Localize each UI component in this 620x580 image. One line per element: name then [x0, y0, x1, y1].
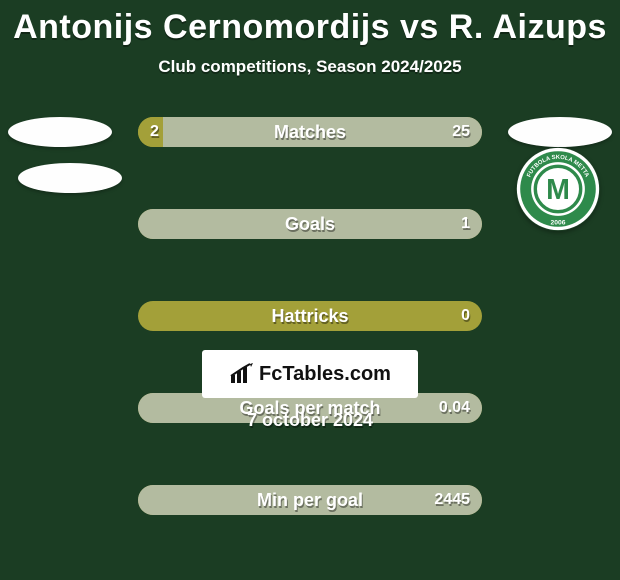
stat-row: Hattricks0 [0, 301, 620, 331]
bar-track [138, 209, 482, 239]
club-badge-right: MFUTBOLA SKOLA METTA2006 [516, 147, 600, 231]
bar-track [138, 485, 482, 515]
bar-left-fill [138, 117, 163, 147]
bar-right-fill [163, 117, 482, 147]
stat-row: Min per goal2445 [0, 485, 620, 515]
subtitle: Club competitions, Season 2024/2025 [0, 57, 620, 77]
svg-text:M: M [546, 174, 570, 206]
bar-right-fill [138, 209, 482, 239]
svg-text:2006: 2006 [551, 219, 566, 226]
fctables-logo: FcTables.com [202, 350, 418, 398]
player-marker-right [508, 117, 612, 147]
bar-track [138, 117, 482, 147]
player-marker-left [8, 117, 112, 147]
page-title: Antonijs Cernomordijs vs R. Aizups [0, 8, 620, 47]
comparison-card: Antonijs Cernomordijs vs R. Aizups Club … [0, 0, 620, 440]
logo-text: FcTables.com [259, 363, 391, 386]
bar-right-fill [138, 485, 482, 515]
stats-area: Matches225Goals1Hattricks0Goals per matc… [0, 117, 620, 331]
player-marker-left [18, 163, 122, 193]
date-text: 7 october 2024 [0, 410, 620, 431]
bar-track [138, 301, 482, 331]
bar-chart-icon [229, 363, 255, 385]
